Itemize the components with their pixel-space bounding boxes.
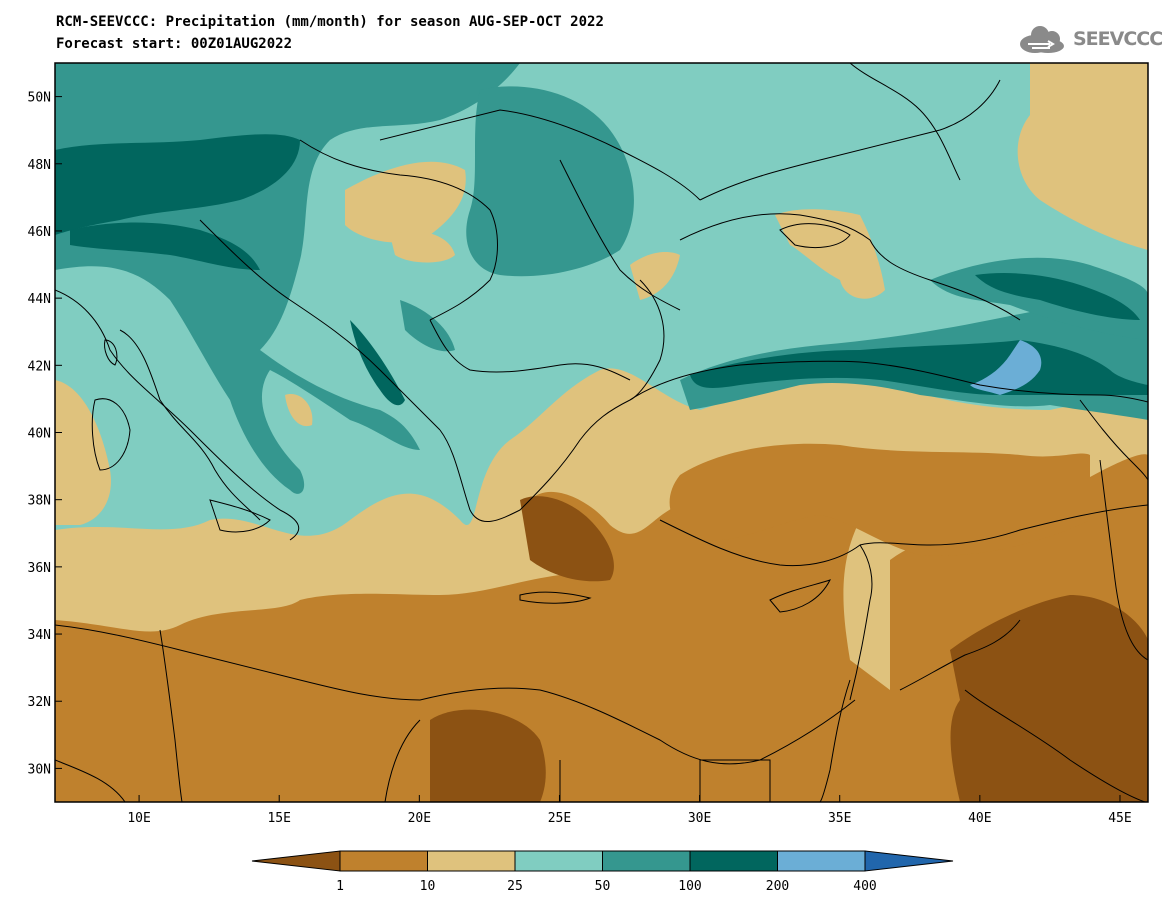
colorbar-swatch: [689, 850, 778, 872]
precipitation-field: [55, 63, 1148, 802]
colorbar-label: 25: [507, 879, 523, 894]
colorbar-low-arrow: [251, 850, 341, 872]
precip-zone: [350, 320, 405, 406]
precip-zone: [1017, 63, 1148, 250]
precip-zone: [630, 252, 680, 300]
lat-tick-label: 42N: [28, 359, 51, 374]
colorbar-swatch: [514, 850, 603, 872]
colorbar-label: 400: [853, 879, 876, 894]
colorbar-legend: 1 10 25 50 100 200 400: [251, 850, 954, 894]
logo-text: SEEVCCC: [1073, 28, 1163, 50]
precip-zone: [285, 394, 313, 427]
precip-zone: [70, 222, 260, 270]
lat-tick-label: 36N: [28, 561, 51, 576]
colorbar-high-arrow: [864, 850, 954, 872]
colorbar-swatch: [427, 850, 516, 872]
lon-tick-label: 45E: [1108, 811, 1131, 826]
precip-zone: [466, 86, 634, 277]
lat-tick-label: 30N: [28, 762, 51, 777]
precip-zone: [345, 161, 466, 243]
lat-tick-label: 34N: [28, 628, 51, 643]
lat-tick-label: 38N: [28, 494, 51, 509]
coastlines: [55, 63, 1148, 802]
latitude-axis: 50N 48N 46N 44N 42N 40N 38N 36N 34N 32N 30N: [28, 91, 62, 777]
lon-tick-label: 20E: [408, 811, 431, 826]
lon-tick-label: 35E: [828, 811, 851, 826]
lat-tick-label: 32N: [28, 695, 51, 710]
lat-tick-label: 48N: [28, 158, 51, 173]
map-title: RCM-SEEVCCC: Precipitation (mm/month) fo…: [56, 14, 604, 30]
precip-zone: [975, 273, 1140, 320]
precip-zone: [970, 340, 1042, 395]
longitude-axis: 10E 15E 20E 25E 30E 35E 40E 45E: [127, 795, 1132, 826]
precip-zone: [400, 300, 455, 352]
precip-zone: [390, 231, 455, 263]
colorbar-label: 10: [420, 879, 436, 894]
precip-zone: [55, 454, 1148, 802]
colorbar-swatch: [339, 850, 428, 872]
lat-tick-label: 40N: [28, 427, 51, 442]
colorbar-label: 50: [595, 879, 611, 894]
cloud-logo-icon: [1020, 26, 1064, 53]
lon-tick-label: 25E: [548, 811, 571, 826]
lon-tick-label: 40E: [968, 811, 991, 826]
precip-zone: [55, 380, 111, 525]
lat-tick-label: 50N: [28, 91, 51, 106]
lon-tick-label: 15E: [267, 811, 290, 826]
precip-zone: [55, 134, 300, 235]
precip-zone: [430, 709, 546, 802]
colorbar-swatch: [777, 850, 866, 872]
colorbar-label: 200: [766, 879, 789, 894]
colorbar-swatch: [602, 850, 691, 872]
precip-zone: [950, 595, 1148, 802]
lat-tick-label: 44N: [28, 292, 51, 307]
lon-tick-label: 30E: [688, 811, 711, 826]
forecast-start: Forecast start: 00Z01AUG2022: [56, 36, 293, 52]
colorbar-label: 100: [678, 879, 701, 894]
lon-tick-label: 10E: [127, 811, 150, 826]
precip-zone: [669, 443, 1090, 556]
lat-tick-label: 46N: [28, 225, 51, 240]
precip-zone: [520, 496, 614, 582]
colorbar-label: 1: [336, 879, 344, 894]
